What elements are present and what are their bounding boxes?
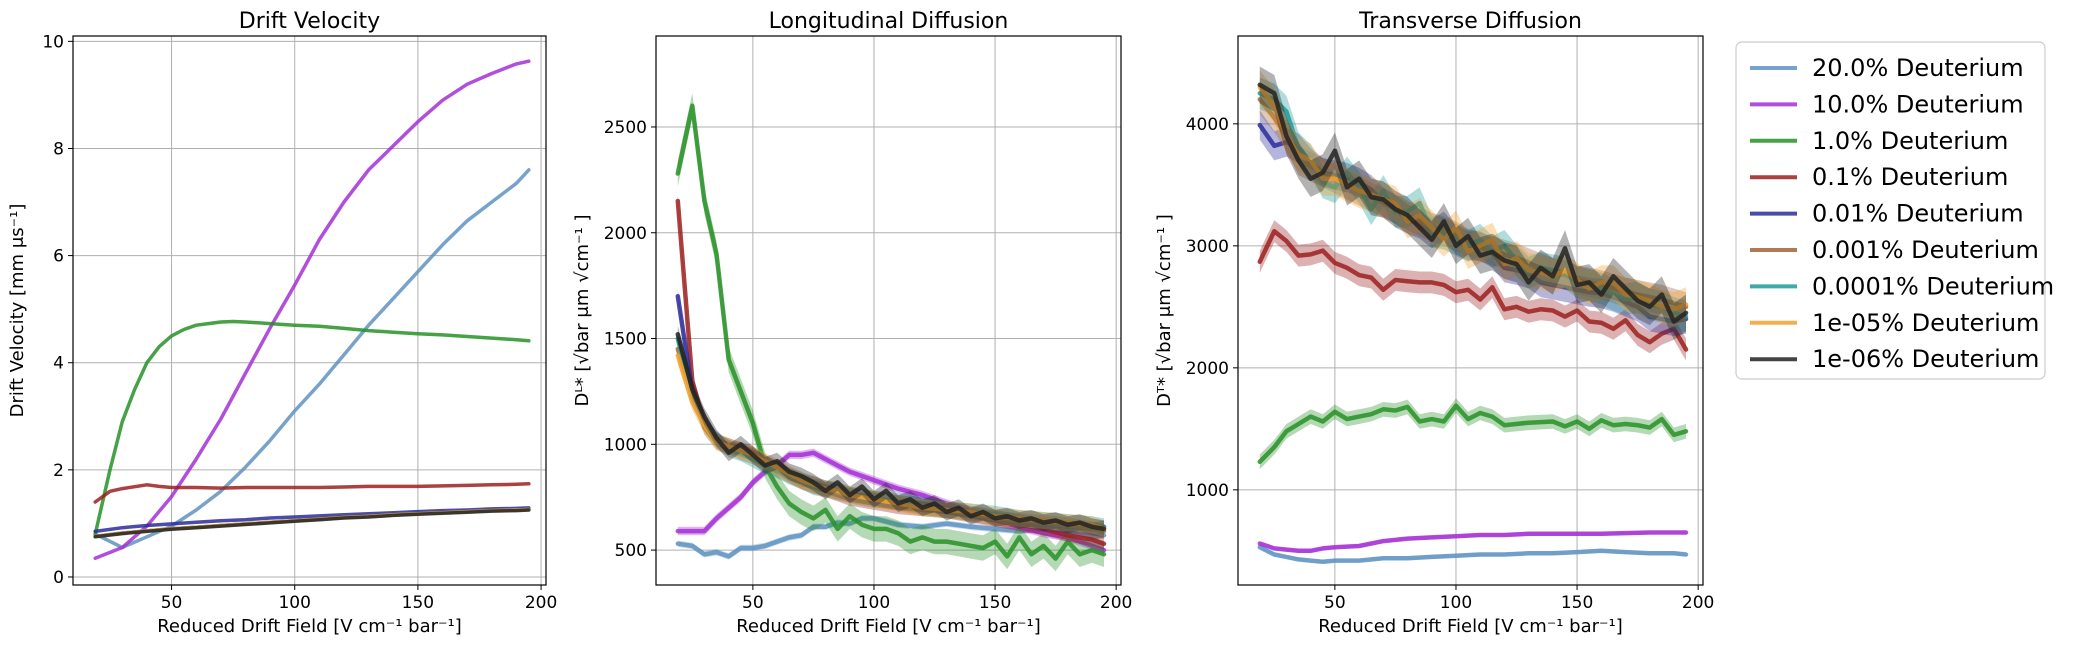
legend-item: 1.0% Deuterium	[1750, 127, 2008, 155]
legend-item: 20.0% Deuterium	[1750, 54, 2024, 82]
legend-label: 0.01% Deuterium	[1812, 200, 2024, 228]
legend-box	[1735, 41, 2046, 380]
y-tick-label: 4	[53, 354, 64, 374]
y-tick-label: 10	[42, 32, 64, 52]
plot-area	[93, 59, 531, 560]
legend-item: 0.0001% Deuterium	[1750, 272, 2054, 300]
legend: 20.0% Deuterium 10.0% Deuterium 1.0% Deute…	[1735, 41, 2054, 380]
x-axis-label: Reduced Drift Field [V cm⁻¹ bar⁻¹]	[157, 616, 462, 637]
x-axis-label: Reduced Drift Field [V cm⁻¹ bar⁻¹]	[1318, 616, 1623, 637]
legend-item: 0.1% Deuterium	[1750, 163, 2008, 191]
series-line-4	[1257, 228, 1689, 352]
y-tick-label: 6	[53, 247, 64, 267]
axes-frame	[72, 35, 547, 586]
plot-area	[675, 93, 1107, 572]
series-line-9	[675, 332, 1107, 532]
y-axis-label: Drift Velocity [mm μs⁻¹]	[7, 204, 28, 418]
chart-title: Drift Velocity	[239, 9, 380, 34]
y-tick-label: 8	[53, 139, 64, 159]
legend-items: 20.0% Deuterium 10.0% Deuterium 1.0% Deute…	[1750, 54, 2054, 373]
y-tick-label: 2000	[604, 224, 647, 244]
y-tick-label: 1500	[604, 330, 647, 350]
chart-title: Longitudinal Diffusion	[769, 9, 1009, 34]
y-axis-label: Dᵀ* [√bar μm √cm⁻¹ ]	[1154, 214, 1175, 407]
series-line-3	[675, 103, 1107, 561]
x-tick-label: 200	[1682, 593, 1714, 613]
series-line-1	[1257, 544, 1689, 565]
series-line-2	[93, 59, 531, 560]
series-line-3	[1257, 403, 1689, 465]
y-tick-label: 2500	[604, 118, 647, 138]
x-tick-label: 200	[525, 593, 557, 613]
legend-label: 0.1% Deuterium	[1812, 163, 2008, 191]
x-axis-label: Reduced Drift Field [V cm⁻¹ bar⁻¹]	[736, 616, 1041, 637]
legend-label: 0.0001% Deuterium	[1812, 272, 2054, 300]
uncertainty-band-4	[1259, 220, 1686, 361]
legend-label: 1e-05% Deuterium	[1812, 309, 2039, 337]
y-tick-label: 4000	[1186, 115, 1229, 135]
series-line-9	[93, 508, 531, 539]
x-tick-label: 100	[278, 593, 310, 613]
series-line-1	[675, 516, 1107, 559]
series-line-2	[1257, 530, 1689, 554]
axes-frame	[655, 35, 1122, 586]
legend-item: 1e-06% Deuterium	[1750, 345, 2039, 373]
uncertainty-band-9	[1259, 66, 1686, 340]
axes-frame	[1237, 35, 1704, 586]
x-tick-label: 50	[742, 593, 764, 613]
legend-item: 1e-05% Deuterium	[1750, 309, 2039, 337]
x-tick-label: 150	[402, 593, 434, 613]
x-tick-label: 100	[858, 593, 890, 613]
legend-label: 1.0% Deuterium	[1812, 127, 2008, 155]
x-tick-label: 150	[1561, 593, 1593, 613]
legend-item: 0.001% Deuterium	[1750, 236, 2039, 264]
legend-label: 0.001% Deuterium	[1812, 236, 2039, 264]
y-tick-label: 2000	[1186, 359, 1229, 379]
x-tick-label: 200	[1100, 593, 1132, 613]
series-line-4	[93, 482, 531, 504]
y-tick-label: 500	[615, 541, 647, 561]
x-tick-label: 50	[1324, 593, 1346, 613]
y-axis-label: Dᴸ* [√bar μm √cm⁻¹ ]	[572, 214, 593, 406]
series-line-3	[93, 319, 531, 536]
x-tick-label: 150	[979, 593, 1011, 613]
uncertainty-band-7	[1259, 77, 1686, 333]
x-tick-label: 50	[161, 593, 183, 613]
legend-label: 20.0% Deuterium	[1812, 54, 2024, 82]
legend-label: 10.0% Deuterium	[1812, 90, 2024, 118]
series-line-9	[1257, 82, 1689, 324]
uncertainty-band-1	[677, 515, 1104, 560]
y-tick-label: 1000	[1186, 481, 1229, 501]
y-tick-label: 1000	[604, 435, 647, 455]
panel-1: 50 100 150 200 0 2 4 6 8 10 Drift Velocity Reduced …	[7, 9, 557, 637]
legend-item: 10.0% Deuterium	[1750, 90, 2024, 118]
panel-2: 50 100 150 200 500 1000 1500 2000 2500 Longitudin…	[572, 9, 1132, 637]
x-tick-label: 100	[1440, 593, 1472, 613]
plot-area	[1257, 66, 1689, 565]
panel-3: 50 100 150 200 1000 2000 3000 4000 Transverse Di…	[1154, 9, 1714, 637]
legend-item: 0.01% Deuterium	[1750, 200, 2024, 228]
legend-label: 1e-06% Deuterium	[1812, 345, 2039, 373]
y-tick-label: 3000	[1186, 237, 1229, 257]
chart-title: Transverse Diffusion	[1358, 9, 1582, 34]
y-tick-label: 0	[53, 568, 64, 588]
y-tick-label: 2	[53, 461, 64, 481]
uncertainty-band-8	[677, 347, 1104, 538]
series-line-1	[93, 168, 531, 550]
